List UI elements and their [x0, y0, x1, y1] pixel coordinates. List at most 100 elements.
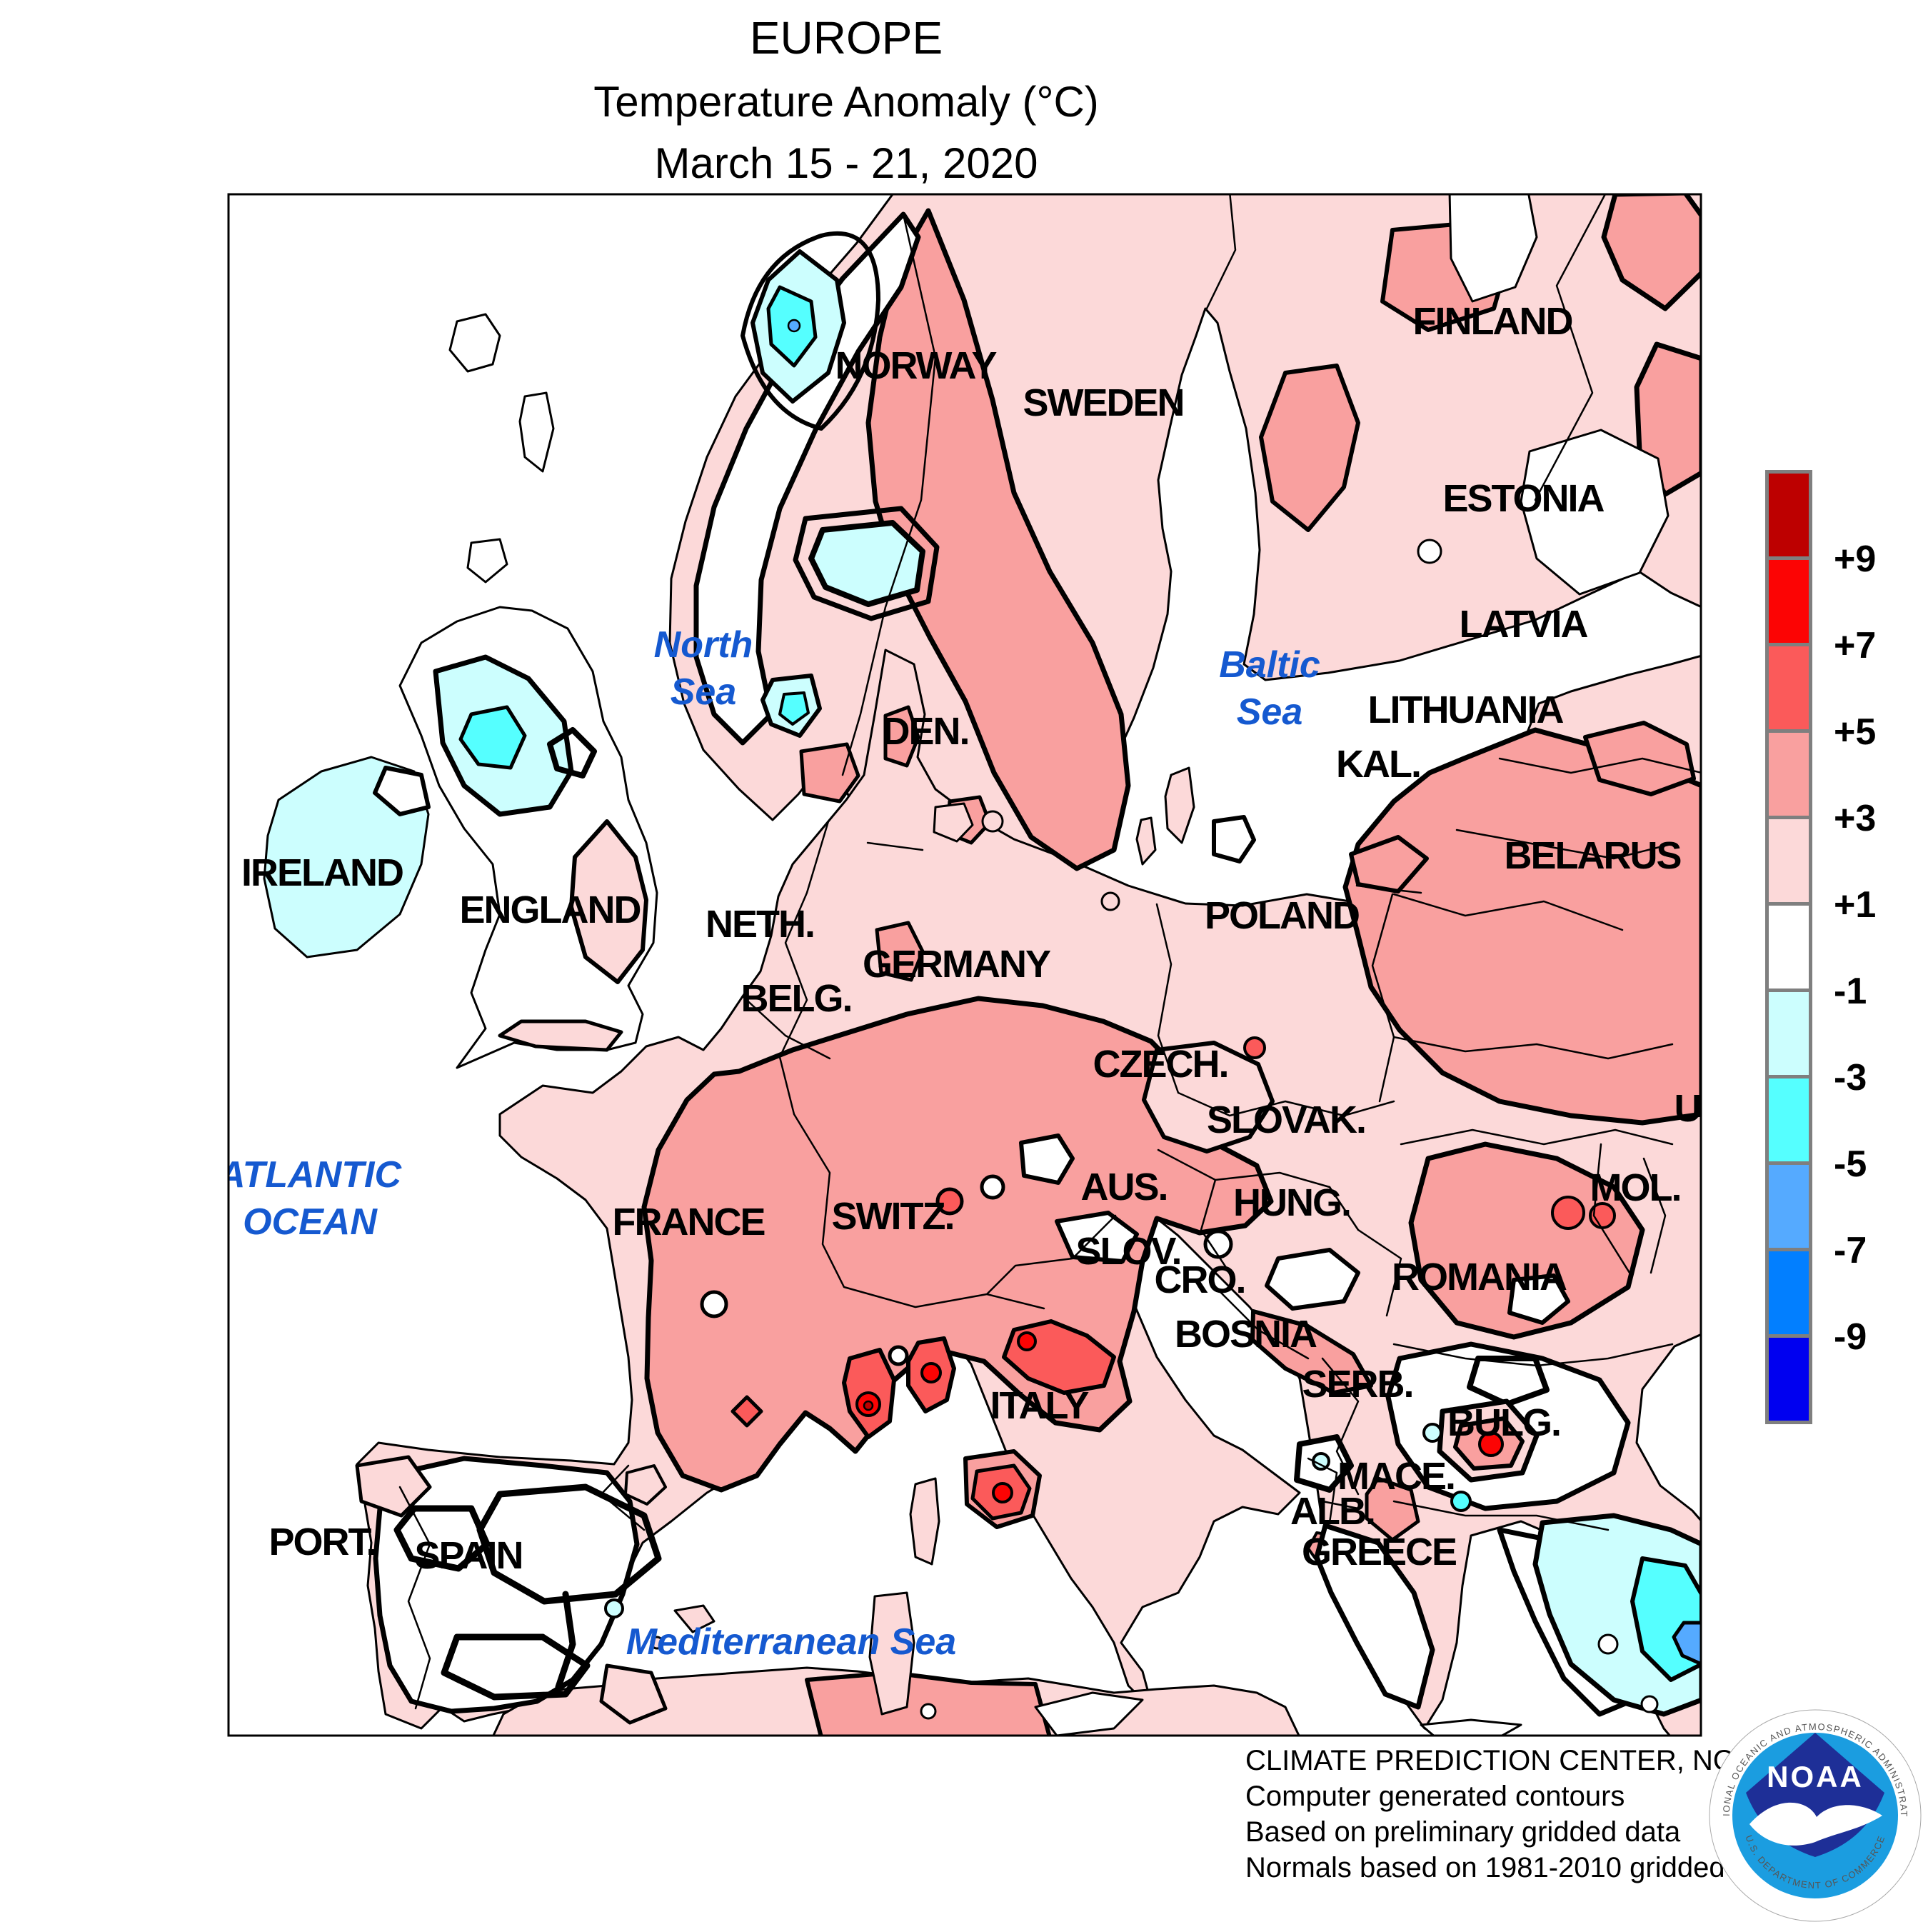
legend-color-box — [1765, 643, 1812, 733]
country-label-belg: BELG. — [740, 977, 851, 1020]
contour-scotland-minus3 — [458, 705, 527, 770]
country-label-poland: POLAND — [1205, 894, 1359, 937]
contour-po-plus7 — [992, 1482, 1013, 1503]
island-ibiza — [650, 1636, 664, 1650]
country-label-port: PORT. — [268, 1521, 375, 1563]
logo-seagull-icon — [1749, 1802, 1882, 1846]
contour-russia-topright-plus3 — [1601, 194, 1701, 311]
contour-west-plus3 — [641, 996, 1274, 1493]
legend-color-box — [1765, 470, 1812, 560]
contour-france-plus5-spot — [730, 1395, 763, 1428]
island-corsica — [909, 1477, 940, 1566]
contour-germany-white-a — [1019, 1133, 1075, 1185]
contour-swiss-white-spot — [888, 1345, 909, 1366]
island-shetland — [518, 391, 555, 473]
country-label-serb: SERB. — [1302, 1363, 1412, 1406]
country-label-den: DEN. — [882, 710, 968, 753]
logo-acronym: NOAA — [1767, 1760, 1864, 1793]
country-label-finland: FINLAND — [1413, 300, 1572, 343]
legend-color-box — [1765, 988, 1812, 1078]
legend-tick-label: +7 — [1834, 625, 1877, 666]
legend-tick-label: +1 — [1834, 884, 1877, 926]
contour-ireland-ne-white — [373, 766, 431, 816]
credits-block: CLIMATE PREDICTION CENTER, NOAA Computer… — [1245, 1743, 1789, 1886]
country-label-aus: AUS. — [1080, 1166, 1167, 1208]
contour-poland-white-spot — [1212, 815, 1256, 864]
sea-label: ATLANTIC OCEAN — [217, 1154, 403, 1243]
lake-small — [1417, 539, 1442, 564]
country-label-romania: ROMANIA — [1392, 1256, 1567, 1298]
country-label-czech: CZECH. — [1093, 1043, 1228, 1086]
country-borders-north — [841, 194, 1607, 776]
contour-czech-plus5-spot — [1243, 1036, 1266, 1059]
country-borders-iberia — [398, 1464, 646, 1710]
legend-tick-label: +9 — [1834, 539, 1877, 580]
contour-ring-bulgaria — [1467, 1356, 1550, 1407]
sea-label: North Sea — [654, 624, 753, 713]
island-funen — [981, 810, 1004, 833]
white-sea-inlet — [1448, 194, 1538, 303]
country-label-norway: NORWAY — [835, 344, 997, 387]
country-label-england: ENGLAND — [460, 889, 641, 931]
country-label-kal: KAL. — [1336, 743, 1420, 786]
contour-england-south-plus1 — [498, 1019, 623, 1052]
contour-germany-white-b — [980, 1174, 1005, 1200]
aegean-island-a — [1597, 1633, 1619, 1655]
contour-austria-plus7 — [1017, 1331, 1037, 1351]
legend-tick-label: -7 — [1834, 1230, 1867, 1271]
island-crete — [1420, 1718, 1522, 1736]
contour-england-east-plus1 — [569, 819, 648, 984]
contour-czech-plus1 — [1142, 1041, 1275, 1153]
contour-ring-spain-c — [441, 1633, 591, 1701]
legend-color-box — [1765, 729, 1812, 819]
contour-norway-south-minus1 — [808, 520, 925, 607]
country-label-france: FRANCE — [613, 1201, 765, 1243]
contour-romania-white-spot — [1507, 1273, 1570, 1325]
sea-labels-group: North Sea Baltic Sea ATLANTIC OCEAN Mediterran… — [217, 624, 1320, 1663]
contour-bosnia-plus3 — [1250, 1309, 1373, 1395]
contour-swiss-west-plus9 — [863, 1400, 874, 1411]
contour-ring-norway-north — [740, 231, 880, 431]
contour-swiss-east-plus7 — [920, 1362, 942, 1383]
legend-color-box — [1765, 1161, 1812, 1251]
country-labels-group: NORWAY SWEDEN FINLAND ESTONIA LATVIA LITHUANI… — [241, 300, 1701, 1577]
legend-tick-label: +3 — [1834, 798, 1877, 839]
country-label-sweden: SWEDEN — [1023, 381, 1183, 424]
contour-kaliningrad-plus3 — [1349, 835, 1429, 894]
legend-color-box — [1765, 902, 1812, 992]
contour-galicia-plus1 — [355, 1455, 432, 1518]
island-sicily — [1034, 1691, 1144, 1736]
island-sardinia — [868, 1591, 915, 1716]
contour-aegean-minus5 — [1672, 1621, 1701, 1666]
contour-venice-white — [1055, 1211, 1139, 1263]
island-orkney — [466, 538, 508, 584]
island-zealand — [933, 802, 974, 843]
country-borders-east — [1214, 1036, 1674, 1531]
lake-ladoga — [1520, 429, 1670, 596]
legend-color-box — [1765, 1248, 1812, 1338]
country-label-latvia: LATVIA — [1460, 603, 1588, 646]
legend-color-box — [1765, 556, 1812, 646]
map-date-range: March 15 - 21, 2020 — [654, 139, 1038, 187]
country-label-italy: ITALY — [990, 1384, 1089, 1427]
contour-pyrenees-plus1 — [624, 1464, 667, 1506]
map-border — [227, 193, 1702, 1737]
credit-data: Based on preliminary gridded data — [1245, 1816, 1681, 1848]
country-label-neth: NETH. — [706, 903, 814, 946]
noaa-logo: NOAA NATIONAL OCEANIC AND ATMOSPHERIC AD… — [1708, 1708, 1922, 1922]
island-ireland — [263, 756, 430, 959]
contour-ring-england — [547, 727, 597, 779]
contour-romania-plus5-a — [1551, 1196, 1585, 1230]
contour-line-spain — [555, 1591, 576, 1691]
island-gotland — [1164, 766, 1195, 844]
country-label-slovak: SLOVAK. — [1207, 1098, 1365, 1141]
contour-denmark-plus3-a — [883, 705, 920, 768]
legend-tick-label: -5 — [1834, 1143, 1867, 1185]
credit-source: CLIMATE PREDICTION CENTER, NOAA — [1245, 1745, 1774, 1776]
country-label-greece: GREECE — [1302, 1531, 1456, 1573]
contour-ring-norway-south — [793, 506, 940, 621]
island-bornholm — [1100, 891, 1120, 911]
country-label-estonia: ESTONIA — [1442, 477, 1604, 520]
